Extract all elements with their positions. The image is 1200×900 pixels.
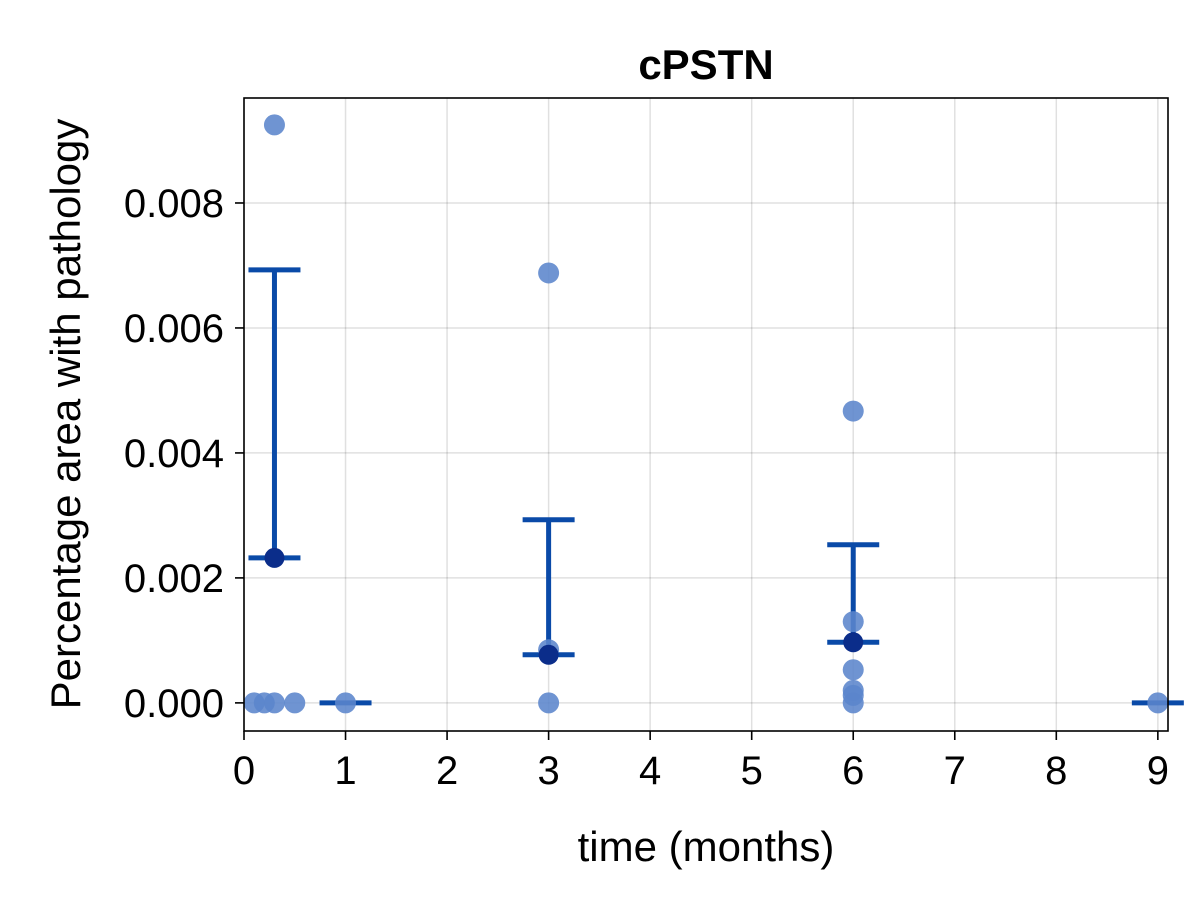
x-tick-label: 6: [842, 749, 864, 793]
y-tick-label: 0.004: [124, 432, 224, 476]
x-tick-label: 4: [639, 749, 661, 793]
tick-layer: 0 1 2 3 4 5 6 7 8 9 0.000 0.002 0.004 0.006 0.008: [124, 182, 1169, 793]
data-point: [284, 692, 306, 714]
mean-point: [538, 644, 559, 665]
x-tick-label: 0: [233, 749, 255, 793]
x-tick-label: 9: [1147, 749, 1169, 793]
data-point: [842, 659, 864, 681]
error-bar-layer: [248, 267, 1184, 706]
points-layer: [243, 114, 1169, 714]
y-tick-label: 0.006: [124, 307, 224, 351]
data-point: [263, 692, 285, 714]
data-point: [538, 692, 560, 714]
x-axis-label: time (months): [578, 823, 835, 870]
x-tick-label: 1: [334, 749, 356, 793]
x-tick-label: 2: [436, 749, 458, 793]
y-axis-label: Percentage area with pathology: [42, 119, 89, 710]
y-tick-label: 0.002: [124, 557, 224, 601]
mean-point: [843, 632, 864, 653]
y-tick-label: 0.008: [124, 182, 224, 226]
data-point: [335, 692, 357, 714]
data-point: [1147, 692, 1169, 714]
data-point: [842, 611, 864, 633]
x-tick-label: 8: [1045, 749, 1067, 793]
y-tick-label: 0.000: [124, 682, 224, 726]
data-point: [538, 262, 560, 284]
chart-title: cPSTN: [638, 41, 773, 88]
x-tick-label: 3: [537, 749, 559, 793]
data-point: [263, 114, 285, 136]
grid-layer: [243, 98, 1168, 731]
plot-frame: [243, 97, 1169, 732]
x-tick-label: 7: [944, 749, 966, 793]
x-tick-label: 5: [741, 749, 763, 793]
data-point: [842, 400, 864, 422]
data-point: [842, 679, 864, 701]
mean-point: [264, 547, 285, 568]
